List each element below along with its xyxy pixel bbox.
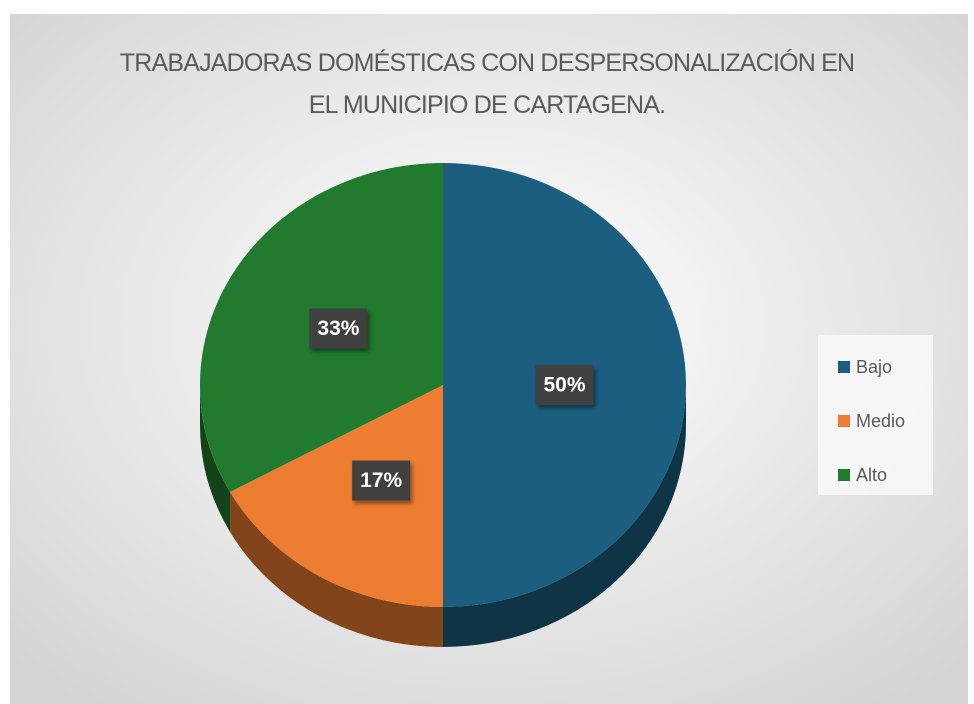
legend-label: Medio (856, 411, 905, 431)
data-label-box (309, 308, 368, 349)
legend-swatch (838, 361, 850, 373)
data-label-box (352, 460, 411, 501)
slice-side (443, 385, 686, 647)
slice-side (230, 491, 443, 647)
chart-title: TRABAJADORAS DOMÉSTICAS CON DESPERSONALI… (119, 49, 855, 119)
data-label: 17% (360, 469, 402, 492)
slice-side (200, 385, 231, 532)
data-label: 33% (317, 317, 359, 340)
legend-label: Alto (856, 465, 887, 485)
legend-swatch (838, 469, 850, 481)
legend-swatch (838, 415, 850, 427)
data-label: 50% (543, 374, 585, 397)
data-label-box (535, 365, 594, 405)
legend-box (818, 335, 933, 495)
legend-label: Bajo (856, 357, 892, 377)
slice (230, 385, 443, 607)
